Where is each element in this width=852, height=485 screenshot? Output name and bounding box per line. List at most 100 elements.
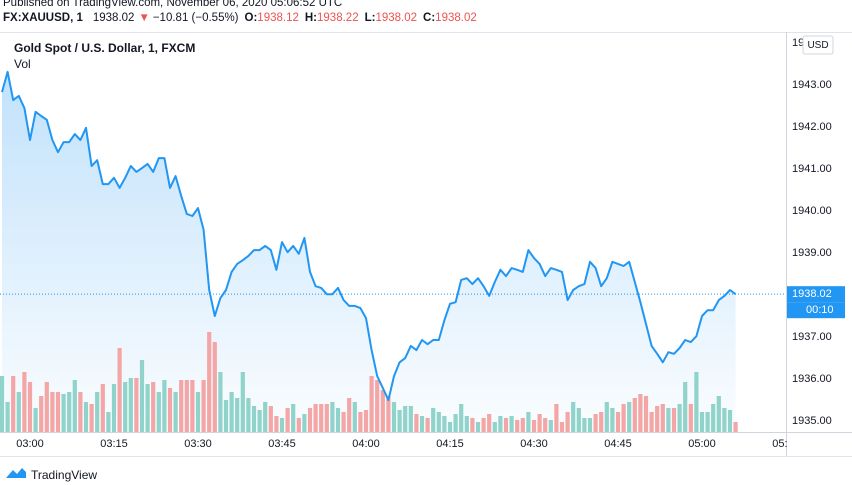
volume-bar bbox=[302, 414, 307, 432]
symbol-line: FX:XAUUSD, 1 1938.02 ▼ −10.81 (−0.55%) O:193… bbox=[3, 12, 477, 24]
volume-bar bbox=[212, 342, 217, 432]
volume-bar bbox=[291, 404, 296, 432]
pane-legend: Gold Spot / U.S. Dollar, 1, FXCM bbox=[14, 41, 195, 55]
volume-bar bbox=[655, 406, 660, 432]
volume-bar bbox=[638, 394, 643, 432]
ohlc-value: 1938.22 bbox=[317, 12, 359, 24]
volume-bar bbox=[722, 408, 727, 432]
volume-bar bbox=[705, 412, 710, 432]
volume-bar bbox=[72, 380, 77, 432]
volume-bar bbox=[296, 418, 301, 432]
x-tick-label: 03:00 bbox=[16, 438, 44, 450]
volume-bar bbox=[649, 412, 654, 432]
volume-bar bbox=[195, 392, 201, 432]
volume-bar bbox=[571, 402, 576, 432]
plot bbox=[0, 70, 786, 433]
volume-bar bbox=[307, 408, 313, 432]
ohlc-label: O: bbox=[245, 12, 258, 24]
volume-bar bbox=[643, 396, 649, 432]
change-arrow: ▼ bbox=[138, 12, 149, 24]
volume-bar bbox=[257, 410, 262, 432]
volume-bar bbox=[481, 418, 486, 432]
logo-icon bbox=[6, 468, 26, 478]
volume-bar bbox=[151, 382, 156, 432]
volume-bar bbox=[285, 408, 290, 432]
price-line bbox=[1, 70, 737, 402]
volume-bar bbox=[123, 382, 128, 432]
volume-bar bbox=[111, 384, 117, 432]
volume-bar bbox=[190, 380, 195, 432]
x-tick-label: 03:45 bbox=[268, 438, 296, 450]
volume-bar bbox=[470, 418, 475, 432]
volume-bar bbox=[363, 410, 369, 432]
volume-bar bbox=[22, 372, 27, 432]
volume-bar bbox=[223, 400, 229, 432]
volume-bar bbox=[16, 392, 21, 432]
volume-bar bbox=[526, 412, 531, 432]
volume-bar bbox=[89, 404, 94, 432]
volume-bar bbox=[492, 422, 497, 432]
volume-bar bbox=[453, 414, 458, 432]
volume-bar bbox=[313, 404, 318, 432]
volume-bar bbox=[565, 412, 570, 432]
volume-bar bbox=[683, 382, 688, 432]
volume-bar bbox=[414, 414, 419, 432]
volume-bar bbox=[369, 376, 374, 432]
volume-bar bbox=[582, 418, 587, 432]
ohlc-label: H: bbox=[305, 12, 317, 24]
y-tick-label: 1936.00 bbox=[792, 373, 832, 385]
volume-bar bbox=[587, 418, 593, 432]
volume-bar bbox=[335, 408, 341, 432]
volume-bar bbox=[78, 392, 83, 432]
volume-bar bbox=[27, 382, 33, 432]
volume-bar bbox=[251, 406, 257, 432]
brand: TradingView bbox=[31, 468, 97, 482]
volume-bar bbox=[268, 406, 273, 432]
volume-bar bbox=[33, 408, 38, 432]
volume-bar bbox=[352, 402, 357, 432]
countdown-box bbox=[787, 302, 845, 319]
volume-bar bbox=[498, 416, 503, 432]
volume-bar bbox=[347, 398, 352, 432]
ohlc-value: 1938.02 bbox=[435, 12, 477, 24]
volume-legend: Vol bbox=[14, 57, 31, 71]
volume-bar bbox=[436, 412, 441, 432]
volume-bar bbox=[386, 396, 391, 432]
y-tick-label: 1940.00 bbox=[792, 205, 832, 217]
y-tick-label: 1939.00 bbox=[792, 247, 832, 259]
volume-bar bbox=[671, 408, 677, 432]
volume-bar bbox=[397, 410, 402, 432]
volume-bar bbox=[207, 332, 212, 432]
volume-bar bbox=[520, 418, 525, 432]
volume-bar bbox=[358, 412, 363, 432]
volume-bar bbox=[83, 402, 89, 432]
volume-bar bbox=[694, 372, 699, 432]
volume-bar bbox=[375, 380, 380, 432]
volume-bar bbox=[621, 404, 626, 432]
ohlc-value: 1938.12 bbox=[257, 12, 299, 24]
volume-bar bbox=[156, 392, 161, 432]
volume-bar bbox=[727, 410, 733, 432]
x-tick-label: 04:15 bbox=[436, 438, 464, 450]
volume-bar bbox=[67, 392, 72, 432]
volume-bar bbox=[408, 406, 413, 432]
volume-bar bbox=[559, 422, 565, 432]
volume-bar bbox=[475, 422, 481, 432]
volume-bar bbox=[218, 372, 223, 432]
last-price-box bbox=[787, 286, 845, 303]
volume-bar bbox=[576, 408, 581, 432]
volume-bar bbox=[733, 422, 738, 432]
volume-bar bbox=[235, 398, 240, 432]
volume-bar bbox=[593, 414, 598, 432]
x-tick-label: 03:30 bbox=[184, 438, 212, 450]
x-tick-label: 04:00 bbox=[352, 438, 380, 450]
volume-bar bbox=[425, 418, 430, 432]
volume-bar bbox=[543, 418, 548, 432]
published-line: Published on TradingView.com, November 0… bbox=[3, 0, 342, 9]
ohlc-label: C: bbox=[423, 12, 435, 24]
volume-bar bbox=[459, 404, 464, 432]
volume-bar bbox=[117, 348, 122, 432]
volume-bar bbox=[162, 380, 167, 432]
volume-bar bbox=[447, 422, 453, 432]
